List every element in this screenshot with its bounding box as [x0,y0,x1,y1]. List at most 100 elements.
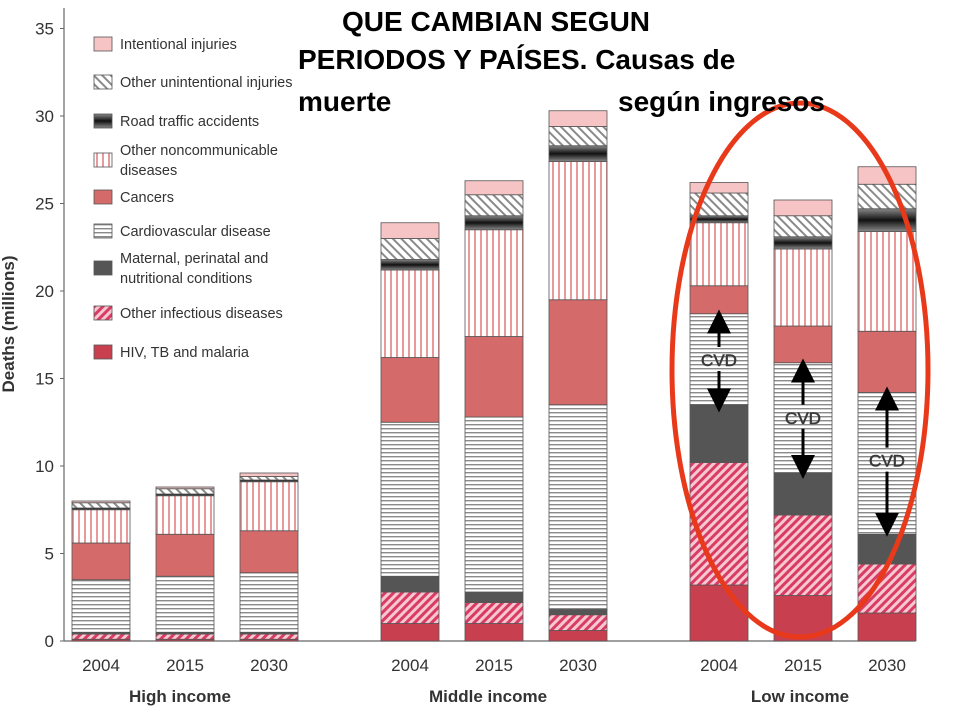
bar-segment-noncommunicable [548,161,608,301]
legend-swatch-unintentional [93,74,113,90]
legend-swatch-infectious [93,305,113,321]
bar-segment-cvd [239,572,299,633]
x-tick-label: 2030 [559,656,597,675]
bar-segment-infectious [71,633,131,640]
bar-segment-maternal [689,404,749,463]
bar-segment-road [773,236,833,250]
bar-segment-maternal [464,591,524,603]
bar-segment-unintentional [857,183,917,210]
bar-segment-cvd [464,416,524,593]
group-label: Low income [751,687,849,706]
bar-segment-noncommunicable [464,229,524,337]
slide-title-line-3b: según ingresos [618,86,825,117]
bar-segment-intentional [380,222,440,239]
slide-title-line-2: PERIODOS Y PAÍSES. Causas de [298,44,736,75]
y-ticks: 0 5 10 15 20 25 30 35 [35,20,64,651]
legend-label-intentional: Intentional injuries [120,37,237,53]
bar-segment-cancers [548,299,608,406]
stacked-bar [464,180,524,642]
bar-segment-cvd [548,404,608,610]
legend-swatch-cvd [93,223,113,239]
bar-segment-intentional [773,199,833,217]
x-tick-label: 2015 [166,656,204,675]
y-tick-label: 35 [35,20,54,39]
bar-segment-noncommunicable [773,248,833,327]
bar-segment-hiv [548,630,608,642]
bar-segment-infectious [464,602,524,624]
cvd-label: CVD [701,351,737,370]
bar-segment-road [689,215,749,224]
bar-segment-cancers [380,357,440,423]
bar-segment-cancers [857,330,917,393]
bar-segment-infectious [773,514,833,596]
cvd-annotations: CVD CVD CVD [701,309,905,537]
bar-segment-intentional [239,472,299,477]
bar-segment-noncommunicable [689,222,749,287]
bar-segment-maternal [857,533,917,565]
stacked-bar [857,166,917,642]
x-labels: 2004 2015 2030 2004 2015 2030 2004 2015 2030 High… [82,656,906,706]
stacked-bar [548,110,608,642]
slide-title-line-3a: muerte [298,86,392,117]
bar-segment-infectious [155,633,215,640]
bar-segment-hiv [857,612,917,642]
group-label: Middle income [429,687,547,706]
legend-swatch-cancers [93,189,113,205]
stacked-bar [155,486,215,642]
y-tick-label: 20 [35,282,54,301]
bar-segment-noncommunicable [155,495,215,535]
bar-segment-maternal [548,609,608,616]
legend-label-cvd: Cardiovascular disease [120,224,271,240]
x-tick-label: 2015 [475,656,513,675]
low-income-highlight-ellipse [669,100,931,640]
bars [71,110,917,642]
x-tick-label: 2004 [700,656,738,675]
bar-segment-noncommunicable [857,231,917,332]
bar-segment-unintentional [155,488,215,495]
bar-segment-infectious [380,591,440,624]
bar-segment-road [548,145,608,162]
bar-segment-cancers [155,533,215,577]
bar-segment-intentional [155,486,215,490]
legend-label-unintentional: Other unintentional injuries [120,75,293,91]
bar-segment-unintentional [548,126,608,147]
bar-segment-intentional [464,180,524,196]
slide-title-line-1: QUE CAMBIAN SEGUN [342,6,651,37]
legend-swatch-intentional [93,36,113,52]
y-tick-label: 10 [35,457,54,476]
cvd-label: CVD [869,452,905,471]
stacked-bar [239,472,299,642]
bar-segment-cancers [71,542,131,581]
bar-segment-cancers [239,530,299,574]
legend-swatch-noncommunicable [93,152,113,168]
legend-swatch-road [93,113,113,129]
bar-segment-hiv [380,623,440,642]
bar-segment-road [464,215,524,231]
bar-segment-infectious [689,462,749,586]
bar-segment-road [380,259,440,271]
legend-label-cancers: Cancers [120,190,174,206]
y-axis-label: Deaths (millions) [0,256,18,393]
legend-swatch-hiv [93,344,113,360]
y-tick-label: 5 [45,545,54,564]
legend: Intentional injuries Other unintentional … [93,36,293,361]
stacked-bar [380,222,440,642]
bar-segment-hiv [689,584,749,642]
legend-label-road: Road traffic accidents [120,114,259,130]
x-tick-label: 2004 [82,656,120,675]
bar-segment-cancers [464,336,524,418]
cvd-label: CVD [785,409,821,428]
legend-label-noncommunicable: Other noncommunicable diseases [120,143,278,179]
legend-label-maternal: Maternal, perinatal and nutritional condi… [120,251,268,287]
x-tick-label: 2015 [784,656,822,675]
x-tick-label: 2030 [250,656,288,675]
y-tick-label: 25 [35,195,54,214]
y-tick-label: 30 [35,107,54,126]
bar-segment-cvd [71,579,131,633]
bar-segment-infectious [239,633,299,640]
y-tick-label: 0 [45,632,54,651]
bar-segment-cancers [773,325,833,364]
bar-segment-infectious [548,614,608,631]
legend-label-hiv: HIV, TB and malaria [120,345,250,361]
